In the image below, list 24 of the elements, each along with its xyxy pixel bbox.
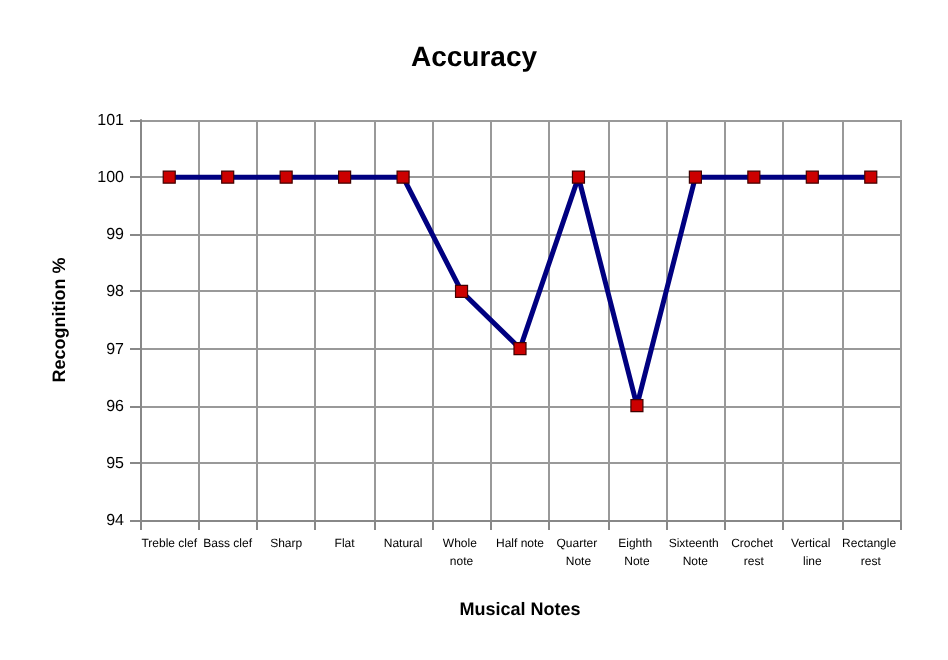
- point: [221, 170, 235, 184]
- point: [571, 170, 586, 184]
- y-tick-label: 95: [106, 453, 126, 472]
- y-tick-label: 96: [106, 396, 126, 415]
- y-tick-label: 97: [106, 339, 126, 358]
- y-axis-title: Recognition %: [49, 257, 69, 383]
- point: [162, 170, 176, 184]
- point: [747, 170, 761, 184]
- point: [513, 341, 527, 356]
- point: [396, 170, 410, 184]
- y-tick-label: 100: [97, 168, 126, 187]
- chart-title: Accuracy: [410, 40, 538, 72]
- point: [338, 170, 352, 184]
- point: [454, 284, 469, 299]
- y-tick-label: 101: [97, 111, 126, 129]
- point: [805, 170, 819, 184]
- y-tick-label: 94: [106, 511, 126, 529]
- x-axis-title: Musical Notes: [459, 599, 581, 619]
- y-tick-label: 99: [106, 225, 126, 244]
- point: [630, 399, 644, 413]
- y-tick-label: 98: [106, 282, 126, 301]
- point: [688, 170, 702, 184]
- point: [864, 170, 878, 184]
- point: [279, 170, 293, 184]
